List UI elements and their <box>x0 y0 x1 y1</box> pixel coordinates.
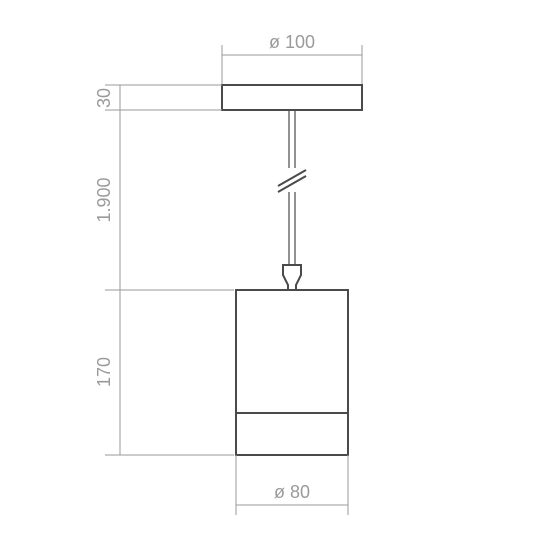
cable <box>276 110 308 265</box>
dim-bottom-diameter: ø 80 <box>236 455 348 515</box>
cable-connector <box>283 265 301 290</box>
dim-left-group: 30 1.900 170 <box>94 85 234 455</box>
dim-bottom-diameter-label: ø 80 <box>274 482 310 502</box>
cable-break-icon <box>276 168 308 192</box>
pendant-lamp-technical-drawing: ø 100 30 1.900 170 <box>0 0 550 550</box>
dim-top-diameter-label: ø 100 <box>269 32 315 52</box>
dim-top-diameter: ø 100 <box>222 32 362 85</box>
dim-canopy-height-label: 30 <box>94 88 114 108</box>
dim-body-height-label: 170 <box>94 357 114 387</box>
canopy <box>222 85 362 110</box>
dim-cable-length-label: 1.900 <box>94 177 114 222</box>
lamp-body <box>236 290 348 455</box>
